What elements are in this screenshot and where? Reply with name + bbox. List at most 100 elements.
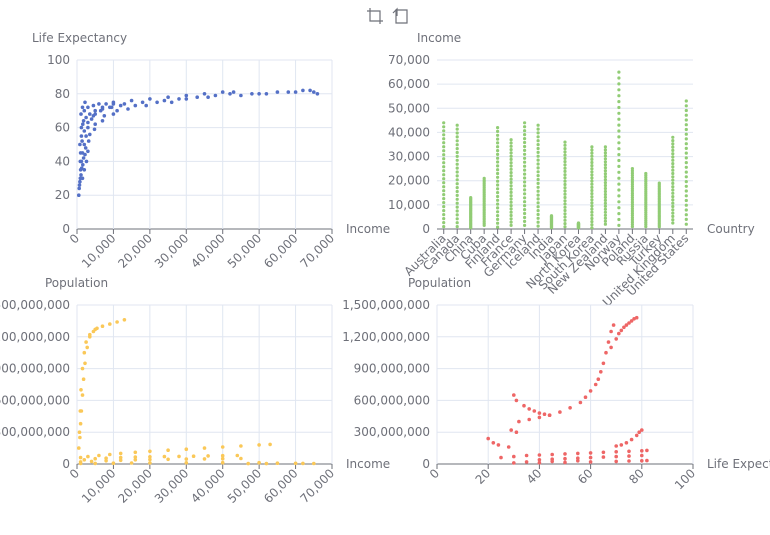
data-point <box>536 177 540 182</box>
data-point <box>590 198 594 202</box>
data-point <box>509 148 513 152</box>
data-point <box>469 196 473 200</box>
data-point <box>603 213 608 217</box>
x-tick-label: 80 <box>626 466 647 487</box>
data-point <box>509 161 513 165</box>
data-point <box>82 350 87 355</box>
data-point <box>617 105 621 110</box>
data-zoom-icon[interactable] <box>366 7 384 25</box>
data-point <box>191 454 196 459</box>
data-point <box>496 217 500 221</box>
data-point <box>148 449 152 454</box>
data-point <box>496 210 500 214</box>
data-point <box>657 181 661 185</box>
data-point <box>308 88 312 93</box>
data-point <box>235 453 240 458</box>
data-point <box>617 164 621 168</box>
data-point <box>442 169 446 173</box>
data-point <box>455 170 459 174</box>
data-point <box>275 90 280 94</box>
data-point <box>455 201 459 205</box>
data-point <box>603 198 608 202</box>
data-point <box>614 459 618 464</box>
data-point <box>578 400 583 405</box>
data-point <box>590 216 594 221</box>
data-point <box>89 459 94 464</box>
data-point <box>684 132 688 136</box>
y-tick-label: 300,000,000 <box>0 425 70 439</box>
data-point <box>568 406 572 410</box>
data-point <box>442 217 446 221</box>
data-point <box>603 219 608 223</box>
x-tick-label: 60,000 <box>261 466 301 506</box>
data-point <box>611 323 616 327</box>
data-point <box>640 428 644 432</box>
data-point <box>509 144 513 148</box>
data-point <box>82 108 87 113</box>
data-point <box>442 213 446 217</box>
data-point <box>81 122 85 126</box>
data-point <box>82 458 87 462</box>
data-point <box>617 94 621 98</box>
data-point <box>512 393 516 397</box>
data-point <box>312 90 316 94</box>
data-point <box>590 154 594 158</box>
data-point <box>118 455 123 460</box>
data-point <box>640 453 644 458</box>
data-point <box>455 131 459 135</box>
data-point <box>536 170 540 174</box>
data-point <box>122 318 127 322</box>
data-point <box>563 153 567 157</box>
y-tick-label: 1,500,000,000 <box>342 298 430 312</box>
data-point <box>619 443 624 447</box>
data-point <box>576 221 581 225</box>
data-point <box>301 88 305 93</box>
data-point <box>499 455 503 460</box>
data-point <box>111 100 116 105</box>
data-point <box>671 221 675 225</box>
series <box>486 315 649 465</box>
data-point <box>455 158 459 162</box>
x-axis-title: Life Expect <box>707 457 770 471</box>
x-tick-label: 0 <box>67 231 82 246</box>
data-point <box>509 157 513 161</box>
data-point <box>630 196 635 200</box>
data-point <box>523 215 527 220</box>
data-point <box>455 166 459 170</box>
data-point <box>97 102 101 106</box>
data-point <box>622 325 626 330</box>
data-point <box>442 149 446 153</box>
data-point <box>630 225 635 229</box>
data-point <box>155 100 159 105</box>
data-point <box>84 115 88 120</box>
data-point <box>645 448 649 453</box>
data-point <box>100 324 105 329</box>
data-zoom-reset-icon[interactable] <box>392 7 410 25</box>
data-point <box>496 225 500 229</box>
data-point <box>684 123 688 127</box>
data-point <box>509 190 513 194</box>
data-point <box>496 160 500 164</box>
data-point <box>617 206 621 210</box>
data-point <box>588 451 593 455</box>
data-point <box>118 103 123 108</box>
data-point <box>640 449 644 453</box>
data-point <box>512 461 516 465</box>
series <box>442 70 688 230</box>
data-point <box>108 322 112 326</box>
data-point <box>523 129 527 133</box>
data-point <box>509 197 513 201</box>
data-point <box>231 90 236 94</box>
data-point <box>83 100 87 105</box>
data-point <box>442 153 446 157</box>
data-point <box>527 417 531 422</box>
data-point <box>77 186 81 191</box>
data-point <box>166 448 170 453</box>
data-point <box>590 210 594 214</box>
data-point <box>617 200 621 204</box>
data-point <box>684 203 688 207</box>
data-point <box>536 181 540 185</box>
data-point <box>684 189 688 193</box>
data-point <box>442 205 446 209</box>
data-point <box>486 436 491 441</box>
